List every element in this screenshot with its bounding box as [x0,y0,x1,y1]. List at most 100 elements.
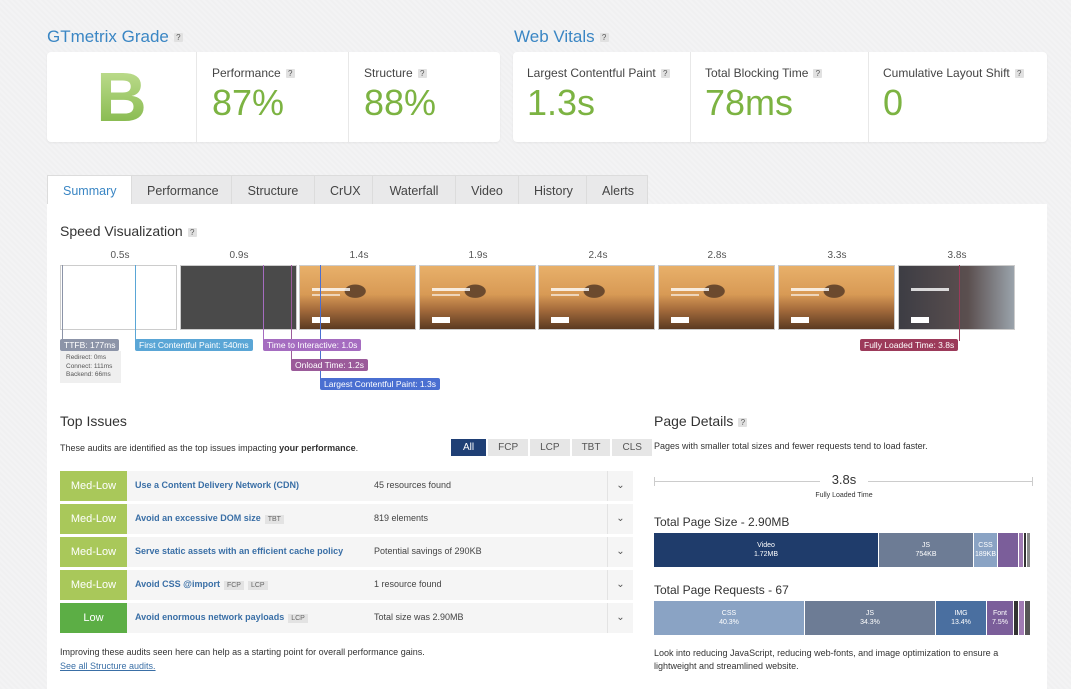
report-tabs: Summary Performance Structure CrUX Water… [47,175,648,205]
size-segment-css[interactable]: CSS 189KB [974,533,997,567]
help-icon[interactable]: ? [417,69,427,79]
page-requests-bar: CSS 40.3% JS 34.3% IMG 13.4% Font 7.5% [654,601,1030,635]
issue-tag: FCP [223,581,244,590]
help-icon[interactable]: ? [1014,69,1024,79]
tab-summary[interactable]: Summary [47,175,132,205]
size-segment-js[interactable]: JS 754KB [879,533,973,567]
issue-row[interactable]: Med-Low Avoid CSS @import FCP LCP 1 resour… [60,570,633,600]
filmstrip-frame[interactable] [778,265,895,330]
segment-value: 1.72MB [753,551,779,558]
size-segment-other[interactable] [1019,533,1023,567]
request-segment-other[interactable] [1019,601,1024,635]
lcp-value: 1.3s [527,82,596,123]
help-icon[interactable]: ? [813,69,823,79]
help-icon[interactable]: ? [285,69,295,79]
request-segment-font[interactable]: Font 7.5% [987,601,1013,635]
help-icon[interactable]: ? [738,417,748,427]
chevron-down-icon[interactable]: ⌄ [607,570,633,600]
ttfb-connect: Connect: 111ms [66,362,113,370]
size-segment-other[interactable] [1024,533,1026,567]
issue-row[interactable]: Med-Low Use a Content Delivery Network (… [60,471,633,501]
grade-cell: B [47,52,196,142]
segment-name: Video [757,542,775,549]
help-icon[interactable]: ? [173,33,183,43]
issue-value: 1 resource found [374,579,442,589]
filmstrip-frame[interactable] [60,265,177,330]
page-details-title: Page Details? [654,413,748,429]
issue-title[interactable]: Serve static assets with an efficient ca… [135,546,344,556]
tab-waterfall[interactable]: Waterfall [372,175,456,205]
divider [348,52,349,142]
tab-performance[interactable]: Performance [131,175,232,205]
issue-value: Potential savings of 290KB [374,546,482,556]
issue-title[interactable]: Use a Content Delivery Network (CDN) [135,480,300,490]
filmstrip-frame[interactable] [180,265,297,330]
request-segment-js[interactable]: JS 34.3% [805,601,935,635]
filmstrip-frame[interactable] [658,265,775,330]
help-icon[interactable]: ? [660,69,670,79]
filter-tbt[interactable]: TBT [571,439,611,456]
see-structure-audits-link[interactable]: See all Structure audits. [60,661,156,671]
segment-value: 189KB [974,551,997,558]
web-vitals-title: Web Vitals? [514,27,609,47]
tab-alerts[interactable]: Alerts [586,175,648,205]
chevron-down-icon[interactable]: ⌄ [607,504,633,534]
filter-fcp[interactable]: FCP [488,439,529,456]
performance-metric: Performance? 87% [212,66,295,124]
issue-value: Total size was 2.90MB [374,612,464,622]
page-details-outro: Look into reducing JavaScript, reducing … [654,648,999,671]
divider [196,52,197,142]
grade-letter: B [96,58,147,136]
chevron-down-icon[interactable]: ⌄ [607,471,633,501]
issue-title[interactable]: Avoid an excessive DOM size TBT [135,513,284,524]
segment-name: JS [865,610,875,617]
filmstrip-frame[interactable] [538,265,655,330]
filmstrip-frame[interactable] [898,265,1015,330]
page-details-title-text: Page Details [654,413,734,429]
lcp-label: Largest Contentful Paint [527,66,656,80]
top-issues-intro: These audits are identified as the top i… [60,443,358,453]
filter-cls[interactable]: CLS [612,439,652,456]
size-segment-video[interactable]: Video 1.72MB [654,533,878,567]
size-segment-other[interactable] [998,533,1018,567]
lcp-line [320,265,321,383]
top-issues-footer: Improving these audits seen here can hel… [60,647,425,657]
request-segment-css[interactable]: CSS 40.3% [654,601,804,635]
tab-history[interactable]: History [518,175,587,205]
request-segment-img[interactable]: IMG 13.4% [936,601,986,635]
segment-name: Font [992,610,1007,617]
ttfb-backend: Backend: 66ms [66,371,111,378]
size-segment-other[interactable] [1027,533,1030,567]
structure-metric: Structure? 88% [364,66,436,124]
performance-value: 87% [212,82,285,123]
tab-crux[interactable]: CrUX [314,175,373,205]
issue-title[interactable]: Avoid CSS @import FCP LCP [135,579,268,590]
tbt-value: 78ms [705,82,794,123]
help-icon[interactable]: ? [599,33,609,43]
request-segment-other[interactable] [1014,601,1018,635]
tab-video[interactable]: Video [455,175,519,205]
filter-all[interactable]: All [451,439,487,456]
issue-grade: Med-Low [60,471,127,501]
issue-grade: Med-Low [60,504,127,534]
ttfb-line [62,265,63,341]
tab-structure[interactable]: Structure [231,175,315,205]
filmstrip-frame[interactable] [419,265,536,330]
issue-row[interactable]: Med-Low Serve static assets with an effi… [60,537,633,567]
speed-visualization-title-text: Speed Visualization [60,223,183,239]
time-tick: 2.8s [707,250,727,261]
issue-title[interactable]: Avoid enormous network payloads LCP [135,612,308,623]
fully-loaded-marker: Fully Loaded Time: 3.8s [860,339,959,351]
chevron-down-icon[interactable]: ⌄ [607,603,633,633]
filmstrip-frame[interactable] [299,265,416,330]
help-icon[interactable]: ? [187,227,197,237]
segment-value: 40.3% [719,619,739,626]
issue-row[interactable]: Low Avoid enormous network payloads LCP T… [60,603,633,633]
chevron-down-icon[interactable]: ⌄ [607,537,633,567]
time-tick: 2.4s [588,250,608,261]
request-segment-other[interactable] [1025,601,1030,635]
filter-lcp[interactable]: LCP [530,439,570,456]
issue-row[interactable]: Med-Low Avoid an excessive DOM size TBT 8… [60,504,633,534]
divider [868,52,869,142]
issue-value: 819 elements [374,513,429,523]
